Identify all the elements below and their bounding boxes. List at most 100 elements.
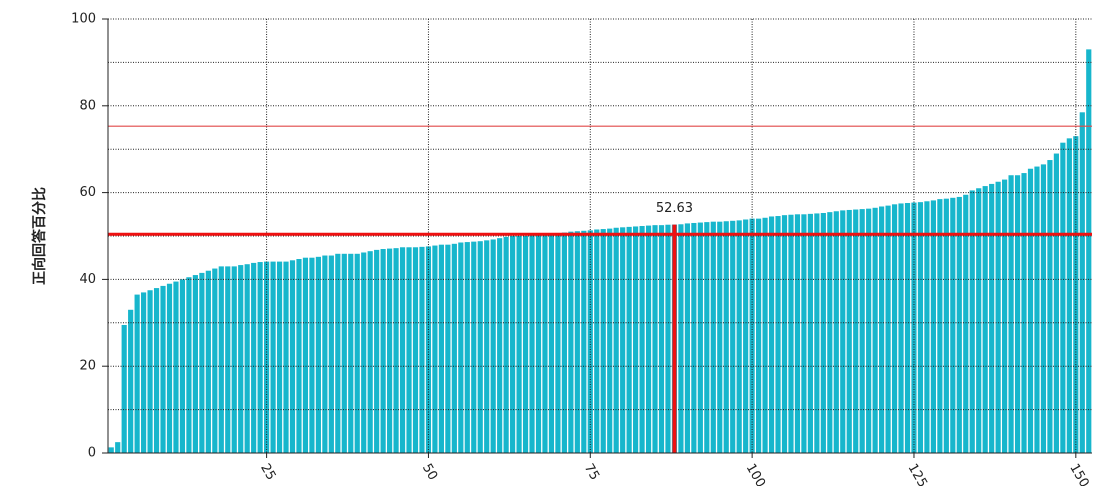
bar xyxy=(218,266,224,453)
bar xyxy=(497,238,503,453)
x-tick-label: 100 xyxy=(743,461,768,486)
bar xyxy=(937,199,943,453)
bar xyxy=(794,214,801,453)
bar xyxy=(186,277,192,453)
bar xyxy=(924,201,930,453)
bar xyxy=(302,257,309,453)
bar xyxy=(717,221,723,453)
y-tick-label: 40 xyxy=(79,272,96,287)
bar xyxy=(840,210,846,453)
bar xyxy=(600,229,606,453)
bar xyxy=(328,255,334,453)
bar xyxy=(976,188,982,453)
bar xyxy=(522,236,529,453)
bar xyxy=(982,186,988,453)
bar xyxy=(231,266,237,453)
bar xyxy=(950,197,956,453)
bar xyxy=(581,230,587,453)
bar xyxy=(173,281,179,453)
x-tick-label: 125 xyxy=(904,461,929,486)
bar xyxy=(432,245,438,453)
bar xyxy=(542,233,548,453)
bar xyxy=(652,225,658,453)
highlight-label: 52.63 xyxy=(656,201,693,216)
bar xyxy=(801,214,807,453)
bar xyxy=(866,208,872,453)
bar xyxy=(438,244,444,453)
bar xyxy=(1040,164,1047,453)
bar xyxy=(788,214,794,453)
bar xyxy=(645,225,652,453)
bar xyxy=(510,236,516,453)
bar xyxy=(1034,166,1040,453)
bar xyxy=(406,247,412,453)
bar xyxy=(917,202,924,453)
bar xyxy=(626,226,632,453)
bar xyxy=(1079,112,1085,453)
bar xyxy=(192,275,198,453)
bar xyxy=(315,256,321,453)
x-tick-label: 75 xyxy=(581,461,602,483)
y-tick-label: 20 xyxy=(79,359,96,374)
bar xyxy=(1027,168,1034,454)
bar xyxy=(723,221,729,453)
bar xyxy=(276,261,283,453)
bar xyxy=(134,294,140,453)
bar xyxy=(289,260,296,453)
bar xyxy=(814,213,820,453)
y-tick-label: 0 xyxy=(88,446,96,461)
bar xyxy=(205,270,211,453)
bar xyxy=(283,261,289,453)
bar xyxy=(270,261,276,453)
bar xyxy=(898,203,904,453)
bar xyxy=(697,222,703,453)
bar xyxy=(147,290,153,453)
bar xyxy=(464,242,470,453)
bar xyxy=(1021,173,1027,453)
bar xyxy=(419,246,425,453)
bar xyxy=(963,194,969,453)
bar xyxy=(555,232,561,453)
bar xyxy=(736,220,742,453)
bar xyxy=(658,225,665,453)
bar xyxy=(121,324,127,453)
x-tick-label: 25 xyxy=(257,461,278,483)
bar xyxy=(678,224,684,453)
bar xyxy=(995,181,1001,453)
bar xyxy=(458,242,464,453)
bar xyxy=(387,248,393,453)
bar xyxy=(399,247,406,453)
y-axis-label: 正向回答百分比 xyxy=(31,187,48,285)
bar xyxy=(853,209,859,453)
bar xyxy=(904,203,911,453)
bar xyxy=(594,229,600,453)
bar xyxy=(451,243,457,453)
bar xyxy=(704,222,710,453)
bar xyxy=(115,442,121,453)
bar xyxy=(529,235,535,453)
bar xyxy=(484,240,490,453)
bar xyxy=(348,253,354,453)
bar xyxy=(665,224,671,453)
bar xyxy=(768,216,775,453)
bar xyxy=(613,227,619,453)
bar xyxy=(879,206,885,453)
bar xyxy=(1086,49,1092,453)
bar xyxy=(1053,153,1059,454)
bar xyxy=(490,239,496,453)
bar xyxy=(859,209,865,453)
bar xyxy=(503,236,509,453)
bar xyxy=(762,217,768,453)
bar xyxy=(846,209,852,453)
bar xyxy=(128,309,134,453)
bar xyxy=(620,227,626,453)
y-tick-label: 100 xyxy=(71,12,96,27)
bar xyxy=(1014,175,1021,454)
bar xyxy=(1008,175,1014,454)
bar xyxy=(412,247,419,453)
bar xyxy=(1066,138,1072,453)
bar xyxy=(516,236,522,453)
x-tick-label: 50 xyxy=(419,461,440,483)
bar xyxy=(775,216,781,453)
